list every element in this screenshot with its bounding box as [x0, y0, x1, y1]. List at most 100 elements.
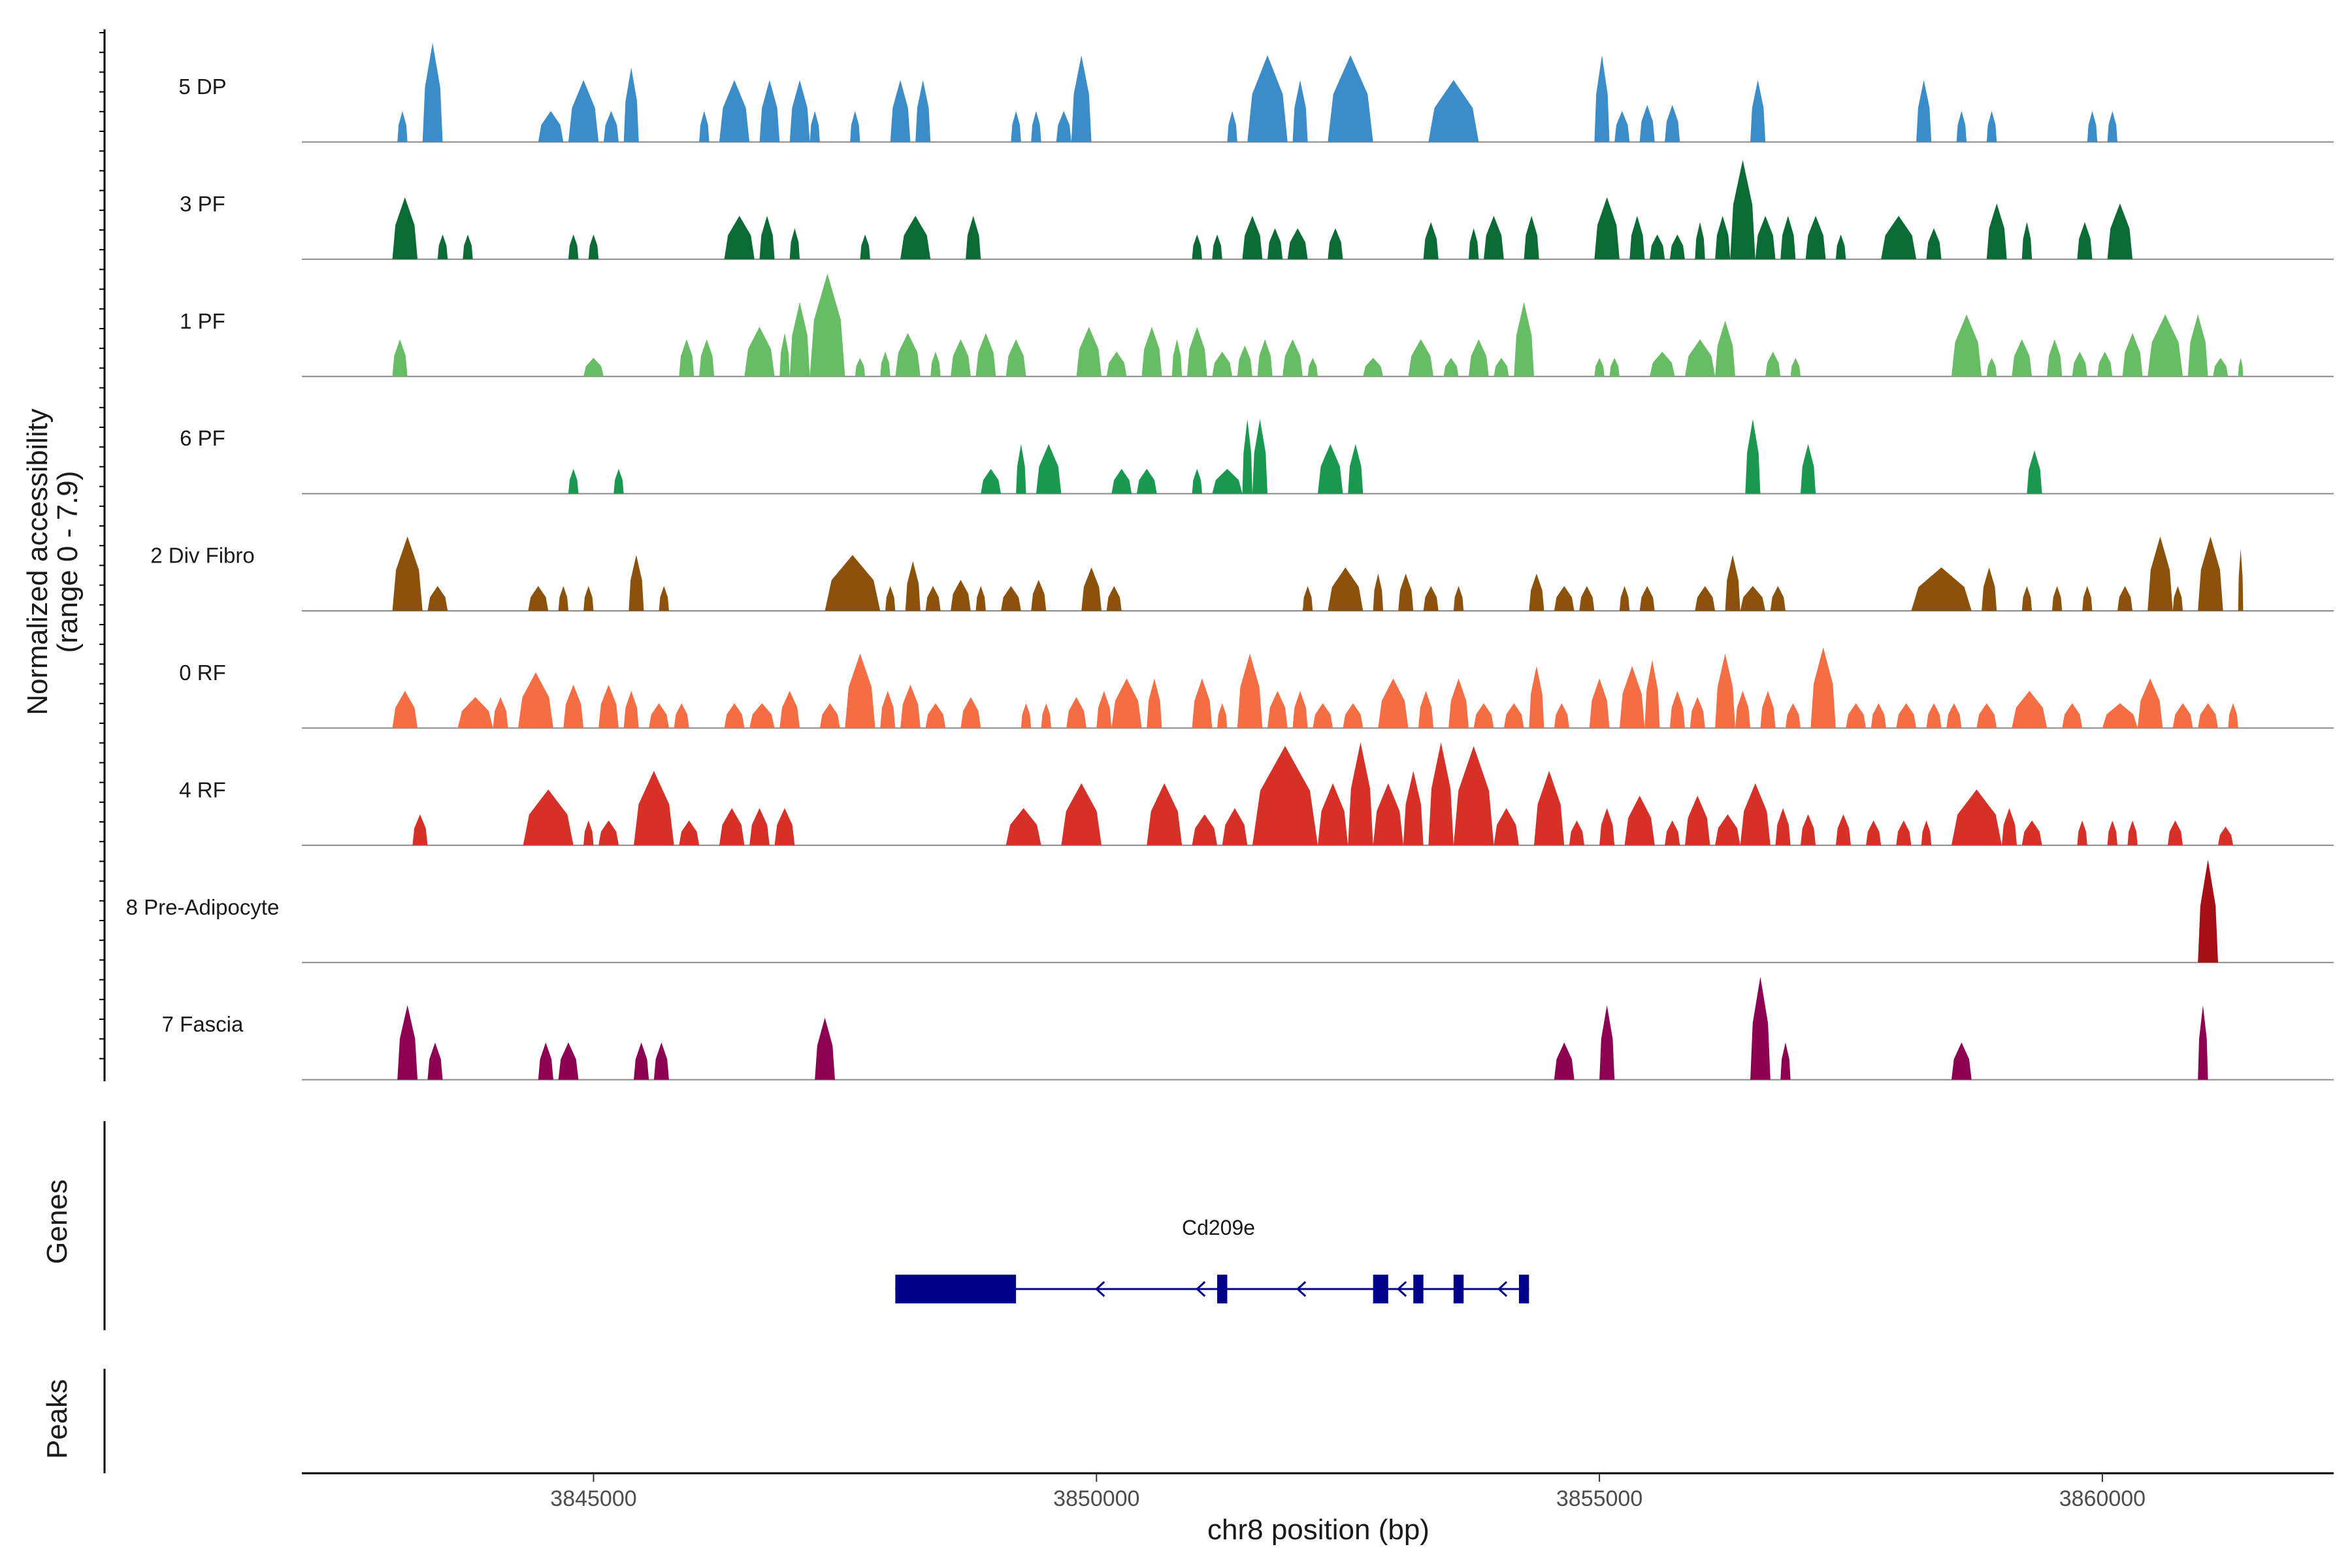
coverage-peak — [1765, 351, 1781, 377]
coverage-peak — [809, 110, 820, 142]
coverage-peak — [1529, 574, 1544, 611]
x-tick-label: 3845000 — [550, 1486, 636, 1511]
coverage-peak — [613, 468, 624, 494]
coverage-peak — [2072, 351, 2087, 377]
track-label-0-rf: 0 RF — [179, 661, 226, 685]
coverage-peak — [1418, 691, 1434, 728]
coverage-peak — [1001, 586, 1021, 611]
coverage-peak — [1468, 339, 1489, 377]
y-axis-title-line1: Normalized accessibility — [22, 408, 54, 715]
coverage-peak — [674, 703, 689, 728]
coverage-peak — [2198, 703, 2218, 728]
coverage-peak — [1056, 110, 1071, 142]
coverage-peak — [1071, 55, 1092, 142]
coverage-peak — [2122, 333, 2143, 377]
y-axis-ticks — [99, 29, 106, 1081]
coverage-peak — [1986, 203, 2007, 259]
coverage-peak — [2097, 351, 2113, 377]
coverage-peak — [951, 339, 971, 377]
coverage-peak — [1011, 110, 1021, 142]
coverage-peak — [2077, 820, 2087, 845]
gene-track — [103, 1121, 1529, 1473]
coverage-peak — [2082, 586, 2093, 611]
coverage-peak — [1810, 647, 1836, 728]
coverage-peak — [1554, 703, 1569, 728]
coverage-peak — [1147, 678, 1162, 728]
coverage-peak — [1866, 820, 1882, 845]
coverage-peak — [1715, 814, 1740, 845]
coverage-peak — [880, 691, 896, 728]
coverage-peak — [518, 672, 553, 728]
coverage-peak — [1423, 221, 1439, 259]
coverage-peak — [568, 468, 579, 494]
coverage-peak — [825, 555, 881, 611]
coverage-peak — [463, 234, 473, 259]
coverage-peak — [1835, 814, 1851, 845]
coverage-peak — [629, 555, 644, 611]
coverage-peak — [563, 684, 584, 728]
coverage-peak — [1192, 814, 1218, 845]
coverage-peak — [392, 197, 418, 259]
coverage-peak — [2021, 586, 2033, 611]
coverage-peak — [1106, 586, 1122, 611]
coverage-peak — [2238, 357, 2244, 377]
coverage-peak — [885, 586, 896, 611]
coverage-peak — [930, 351, 941, 377]
coverage-peak — [2051, 586, 2063, 611]
coverage-peak — [1650, 351, 1675, 377]
coverage-peak — [1684, 339, 1716, 377]
track-label-7-fascia: 7 Fascia — [162, 1012, 244, 1036]
coverage-peak — [1695, 586, 1716, 611]
coverage-peak — [2172, 703, 2193, 728]
coverage-peak — [1212, 351, 1233, 377]
coverage-peak — [1614, 110, 1630, 142]
coverage-peak — [1267, 228, 1283, 259]
coverage-peak — [1986, 357, 1997, 377]
coverage-peak — [1031, 580, 1047, 611]
coverage-peak — [1111, 678, 1142, 728]
coverage-peak — [1373, 783, 1403, 845]
coverage-peak — [1428, 742, 1454, 845]
track-4-rf: 4 RF — [179, 742, 2334, 846]
coverage-peak — [1267, 691, 1288, 728]
coverage-peak — [1921, 820, 1932, 845]
coverage-peak — [1760, 691, 1776, 728]
coverage-peak — [1579, 586, 1595, 611]
coverage-peak — [2228, 703, 2238, 728]
coverage-peak — [1911, 567, 1972, 611]
coverage-peak — [1695, 221, 1705, 259]
coverage-peak — [1805, 216, 1826, 259]
coverage-peak — [2137, 678, 2163, 728]
coverage-peak — [1775, 808, 1791, 845]
coverage-peak — [749, 703, 775, 728]
coverage-peak — [699, 110, 710, 142]
coverage-peak — [2148, 314, 2183, 377]
coverage-peak — [493, 696, 508, 728]
coverage-peak — [392, 691, 418, 728]
coverage-peak — [915, 80, 931, 142]
coverage-peak — [2012, 339, 2033, 377]
coverage-peak — [1725, 555, 1740, 611]
coverage-peak — [568, 234, 579, 259]
coverage-peak — [1318, 783, 1348, 845]
coverage-peak — [719, 808, 745, 845]
coverage-peak — [1639, 105, 1655, 142]
track-0-rf: 0 RF — [179, 647, 2334, 729]
coverage-peak — [1619, 666, 1645, 728]
coverage-peak — [1594, 357, 1605, 377]
coverage-peak — [1554, 586, 1575, 611]
coverage-peak — [1147, 783, 1183, 845]
coverage-peak — [724, 216, 755, 259]
coverage-peak — [2172, 586, 2183, 611]
coverage-peak — [623, 691, 639, 728]
coverage-peak — [925, 586, 941, 611]
coverage-peak — [437, 234, 448, 259]
coverage-peak — [900, 216, 931, 259]
coverage-peak — [1061, 783, 1102, 845]
coverage-peak — [1599, 1005, 1615, 1080]
track-label-2-div-fibro: 2 Div Fibro — [150, 544, 255, 568]
coverage-peak — [1192, 468, 1202, 494]
strand-arrow — [1497, 1281, 1508, 1298]
coverage-peak — [2102, 703, 2138, 728]
coverage-peak — [583, 820, 594, 845]
